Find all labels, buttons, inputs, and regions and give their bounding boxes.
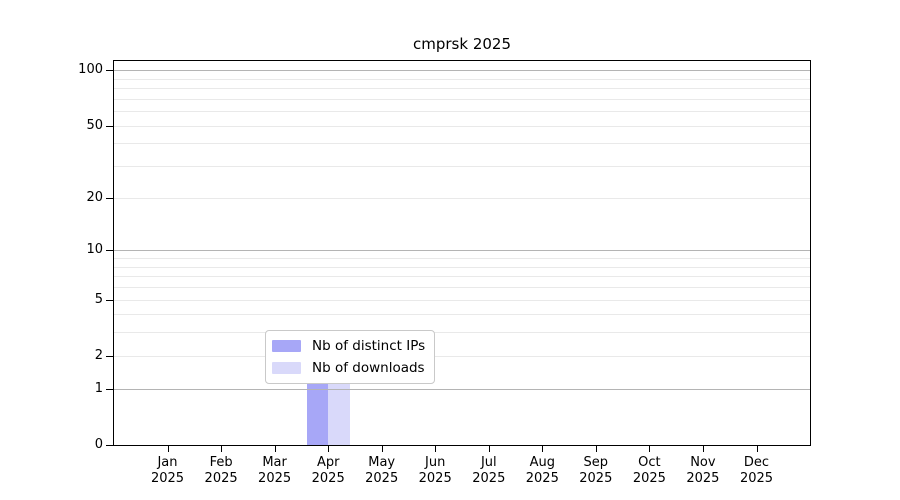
legend-label-distinct-ips: Nb of distinct IPs: [312, 338, 426, 354]
x-tick-year: 2025: [418, 471, 452, 486]
x-tick-label: Sep 2025: [564, 455, 628, 487]
y-tick-mark: [106, 197, 113, 199]
x-tick-mark: [328, 446, 330, 452]
x-tick-month: Jul: [480, 455, 497, 470]
x-tick-year: 2025: [525, 471, 559, 486]
major-gridline: [114, 388, 810, 390]
x-tick-label: Jun 2025: [403, 455, 467, 487]
minor-gridline: [114, 88, 810, 89]
x-tick-mark: [595, 446, 597, 452]
minor-gridline: [114, 197, 810, 199]
x-tick-label: Apr 2025: [296, 455, 360, 487]
x-tick-label: Dec 2025: [725, 455, 789, 487]
x-tick-label: Aug 2025: [510, 455, 574, 487]
major-gridline: [114, 70, 810, 72]
minor-gridline: [114, 111, 810, 113]
x-tick-mark: [274, 446, 276, 452]
major-gridline: [114, 250, 810, 252]
minor-gridline: [114, 276, 810, 278]
y-tick-mark: [106, 299, 113, 301]
y-tick-mark: [106, 70, 113, 72]
legend-item-distinct-ips: Nb of distinct IPs: [272, 336, 425, 356]
minor-gridline: [114, 98, 810, 100]
y-tick-mark: [106, 125, 113, 127]
x-tick-month: Mar: [262, 455, 287, 470]
x-tick-month: Jun: [425, 455, 446, 470]
plot-area: 0 1 2 5 10 20 50 100 Jan 2025 Feb 2025 Mar 2025 Apr 202…: [78, 60, 811, 486]
y-tick-mark: [106, 250, 113, 252]
x-tick-month: Sep: [583, 455, 609, 470]
x-tick-label: Jul 2025: [457, 455, 521, 487]
x-tick-mark: [381, 446, 383, 452]
y-tick-label: 20: [86, 189, 103, 205]
legend-swatch-downloads: [272, 362, 301, 374]
x-tick-year: 2025: [739, 471, 774, 486]
x-tick-mark: [542, 446, 544, 452]
x-tick-month: May: [368, 455, 396, 470]
x-tick-label: Oct 2025: [617, 455, 681, 487]
x-tick-month: Dec: [743, 455, 770, 470]
x-tick-mark: [756, 446, 758, 452]
x-tick-mark: [435, 446, 437, 452]
x-tick-year: 2025: [686, 471, 720, 486]
x-tick-month: Oct: [638, 455, 661, 470]
x-tick-year: 2025: [311, 471, 345, 486]
y-tick-mark: [106, 355, 113, 357]
x-tick-month: Feb: [209, 455, 233, 470]
y-tick-label: 0: [94, 437, 103, 452]
y-tick-mark: [106, 388, 113, 390]
x-tick-month: Aug: [529, 455, 555, 470]
x-tick-year: 2025: [632, 471, 666, 486]
y-tick-label: 50: [86, 117, 103, 133]
x-tick-mark: [488, 446, 490, 452]
x-tick-year: 2025: [258, 471, 292, 486]
minor-gridline: [114, 166, 810, 168]
x-tick-mark: [221, 446, 223, 452]
minor-gridline: [114, 299, 810, 301]
x-tick-year: 2025: [204, 471, 238, 486]
chart-title: cmprsk 2025: [413, 35, 511, 53]
x-tick-label: Nov 2025: [671, 455, 735, 487]
x-tick-mark: [167, 446, 169, 452]
y-tick-label: 2: [94, 347, 103, 363]
x-tick-year: 2025: [365, 471, 399, 486]
legend-label-downloads: Nb of downloads: [312, 360, 425, 376]
y-tick-label: 100: [78, 62, 103, 78]
minor-gridline: [114, 286, 810, 288]
minor-gridline: [114, 78, 810, 80]
y-tick-mark: [106, 445, 113, 446]
x-tick-mark: [649, 446, 651, 452]
y-tick-label: 1: [94, 380, 103, 396]
x-tick-month: Apr: [316, 455, 340, 470]
x-tick-year: 2025: [472, 471, 506, 486]
legend-item-downloads: Nb of downloads: [272, 358, 425, 378]
minor-gridline: [114, 314, 810, 316]
legend: Nb of distinct IPs Nb of downloads: [265, 330, 436, 384]
x-tick-label: May 2025: [350, 455, 414, 487]
minor-gridline: [114, 143, 810, 145]
y-tick-label: 10: [86, 242, 103, 258]
x-tick-label: Jan 2025: [136, 455, 200, 487]
x-tick-label: Mar 2025: [243, 455, 307, 487]
x-tick-month: Nov: [690, 455, 716, 470]
x-tick-label: Feb 2025: [189, 455, 253, 487]
x-tick-year: 2025: [150, 471, 185, 486]
x-tick-mark: [702, 446, 704, 452]
legend-swatch-distinct-ips: [272, 340, 301, 352]
minor-gridline: [114, 258, 810, 259]
y-tick-label: 5: [94, 291, 103, 307]
minor-gridline: [114, 332, 810, 334]
x-tick-month: Jan: [157, 455, 178, 470]
minor-gridline: [114, 355, 810, 357]
minor-gridline: [114, 125, 810, 127]
x-tick-year: 2025: [579, 471, 613, 486]
minor-gridline: [114, 266, 810, 268]
